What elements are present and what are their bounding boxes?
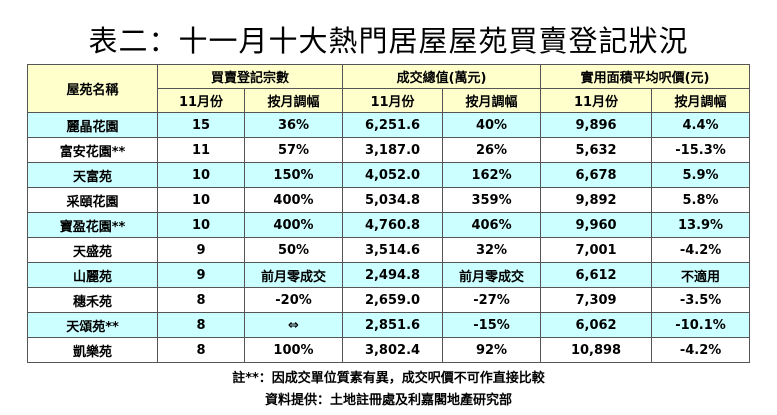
header-registrations: 買賣登記宗數 bbox=[156, 64, 344, 89]
cell-registrations: 8 bbox=[157, 312, 245, 338]
cell-estate-name: 麗晶花園 bbox=[27, 112, 158, 138]
cell-estate-name: 凱樂苑 bbox=[27, 337, 158, 363]
cell-total-value: 3,514.6 bbox=[342, 237, 444, 263]
cell-registrations: 11 bbox=[157, 137, 245, 163]
cell-total-value: 2,851.6 bbox=[342, 312, 444, 338]
cell-avg-price-change: -15.3% bbox=[651, 137, 751, 163]
cell-total-value: 3,802.4 bbox=[342, 337, 444, 363]
cell-total-value: 2,659.0 bbox=[342, 287, 444, 313]
subheader-mom-change: 按月調幅 bbox=[651, 88, 751, 113]
cell-total-value-change: 40% bbox=[442, 112, 542, 138]
subheader-mom-change: 按月調幅 bbox=[442, 88, 542, 113]
footnote: 註**：因成交單位質素有異，成交呎價不可作直接比較 bbox=[232, 371, 545, 386]
cell-registrations-change: 400% bbox=[243, 187, 344, 213]
cell-avg-price-change: 不適用 bbox=[651, 262, 751, 288]
cell-registrations: 10 bbox=[157, 212, 245, 238]
table-row: 天富苑 10 150% 4,052.0 162% 6,678 5.9% bbox=[27, 162, 751, 188]
cell-total-value-change: 162% bbox=[442, 162, 542, 188]
cell-total-value: 3,187.0 bbox=[342, 137, 444, 163]
cell-total-value-change: 前月零成交 bbox=[442, 262, 542, 288]
table-row: 凱樂苑 8 100% 3,802.4 92% 10,898 -4.2% bbox=[27, 337, 751, 363]
subheader-month: 11月份 bbox=[157, 88, 245, 113]
cell-total-value: 6,251.6 bbox=[342, 112, 444, 138]
cell-avg-price-change: 13.9% bbox=[651, 212, 751, 238]
cell-estate-name: 穗禾苑 bbox=[27, 287, 158, 313]
cell-registrations-change: 400% bbox=[243, 212, 344, 238]
table-row: 穗禾苑 8 -20% 2,659.0 -27% 7,309 -3.5% bbox=[27, 287, 751, 313]
cell-avg-price: 7,001 bbox=[540, 237, 653, 263]
cell-total-value: 5,034.8 bbox=[342, 187, 444, 213]
page-title: 表二：十一月十大熱門居屋屋苑買賣登記狀況 bbox=[88, 24, 689, 58]
cell-avg-price: 6,612 bbox=[540, 262, 653, 288]
cell-estate-name: 富安花園** bbox=[27, 137, 158, 163]
header-total-value: 成交總值(萬元) bbox=[342, 64, 542, 89]
cell-registrations-change: 36% bbox=[243, 112, 344, 138]
table-header: 屋苑名稱 買賣登記宗數 成交總值(萬元) 實用面積平均呎價(元) 11月份 按月… bbox=[27, 64, 751, 113]
cell-total-value-change: 92% bbox=[442, 337, 542, 363]
table-row: 山麗苑 9 前月零成交 2,494.8 前月零成交 6,612 不適用 bbox=[27, 262, 751, 288]
cell-avg-price-change: -4.2% bbox=[651, 237, 751, 263]
cell-avg-price-change: 4.4% bbox=[651, 112, 751, 138]
cell-registrations: 10 bbox=[157, 187, 245, 213]
cell-registrations: 9 bbox=[157, 237, 245, 263]
cell-avg-price: 6,062 bbox=[540, 312, 653, 338]
cell-registrations-change: 150% bbox=[243, 162, 344, 188]
subheader-month: 11月份 bbox=[342, 88, 444, 113]
subheader-month: 11月份 bbox=[540, 88, 653, 113]
cell-registrations-change: 57% bbox=[243, 137, 344, 163]
cell-registrations-change: ⇔ bbox=[243, 312, 344, 338]
cell-registrations-change: 前月零成交 bbox=[243, 262, 344, 288]
cell-total-value-change: 26% bbox=[442, 137, 542, 163]
table-row: 富安花園** 11 57% 3,187.0 26% 5,632 -15.3% bbox=[27, 137, 751, 163]
header-estate-name: 屋苑名稱 bbox=[27, 64, 158, 113]
cell-avg-price: 5,632 bbox=[540, 137, 653, 163]
cell-total-value-change: 406% bbox=[442, 212, 542, 238]
cell-estate-name: 天富苑 bbox=[27, 162, 158, 188]
table-row: 采頤花園 10 400% 5,034.8 359% 9,892 5.8% bbox=[27, 187, 751, 213]
cell-avg-price: 7,309 bbox=[540, 287, 653, 313]
cell-avg-price: 9,892 bbox=[540, 187, 653, 213]
cell-registrations: 10 bbox=[157, 162, 245, 188]
cell-estate-name: 寶盈花園** bbox=[27, 212, 158, 238]
cell-registrations-change: -20% bbox=[243, 287, 344, 313]
cell-registrations-change: 100% bbox=[243, 337, 344, 363]
cell-avg-price: 9,896 bbox=[540, 112, 653, 138]
cell-total-value-change: -15% bbox=[442, 312, 542, 338]
estate-table: 屋苑名稱 買賣登記宗數 成交總值(萬元) 實用面積平均呎價(元) 11月份 按月… bbox=[27, 64, 751, 363]
cell-total-value: 4,760.8 bbox=[342, 212, 444, 238]
cell-registrations: 8 bbox=[157, 337, 245, 363]
cell-registrations: 8 bbox=[157, 287, 245, 313]
cell-registrations-change: 50% bbox=[243, 237, 344, 263]
cell-total-value-change: -27% bbox=[442, 287, 542, 313]
table-row: 天盛苑 9 50% 3,514.6 32% 7,001 -4.2% bbox=[27, 237, 751, 263]
source-note: 資料提供：土地註冊處及利嘉閣地產研究部 bbox=[264, 393, 512, 408]
table-row: 天頌苑** 8 ⇔ 2,851.6 -15% 6,062 -10.1% bbox=[27, 312, 751, 338]
cell-avg-price-change: -3.5% bbox=[651, 287, 751, 313]
cell-avg-price-change: 5.9% bbox=[651, 162, 751, 188]
cell-registrations: 9 bbox=[157, 262, 245, 288]
cell-avg-price-change: -4.2% bbox=[651, 337, 751, 363]
cell-estate-name: 天盛苑 bbox=[27, 237, 158, 263]
cell-total-value-change: 359% bbox=[442, 187, 542, 213]
cell-avg-price: 9,960 bbox=[540, 212, 653, 238]
cell-avg-price: 10,898 bbox=[540, 337, 653, 363]
cell-total-value: 2,494.8 bbox=[342, 262, 444, 288]
cell-registrations: 15 bbox=[157, 112, 245, 138]
table-row: 寶盈花園** 10 400% 4,760.8 406% 9,960 13.9% bbox=[27, 212, 751, 238]
cell-avg-price-change: -10.1% bbox=[651, 312, 751, 338]
subheader-mom-change: 按月調幅 bbox=[243, 88, 344, 113]
cell-avg-price: 6,678 bbox=[540, 162, 653, 188]
table-row: 麗晶花園 15 36% 6,251.6 40% 9,896 4.4% bbox=[27, 112, 751, 138]
cell-total-value-change: 32% bbox=[442, 237, 542, 263]
header-avg-price: 實用面積平均呎價(元) bbox=[540, 64, 751, 89]
cell-estate-name: 天頌苑** bbox=[27, 312, 158, 338]
cell-estate-name: 采頤花園 bbox=[27, 187, 158, 213]
cell-avg-price-change: 5.8% bbox=[651, 187, 751, 213]
cell-estate-name: 山麗苑 bbox=[27, 262, 158, 288]
cell-total-value: 4,052.0 bbox=[342, 162, 444, 188]
